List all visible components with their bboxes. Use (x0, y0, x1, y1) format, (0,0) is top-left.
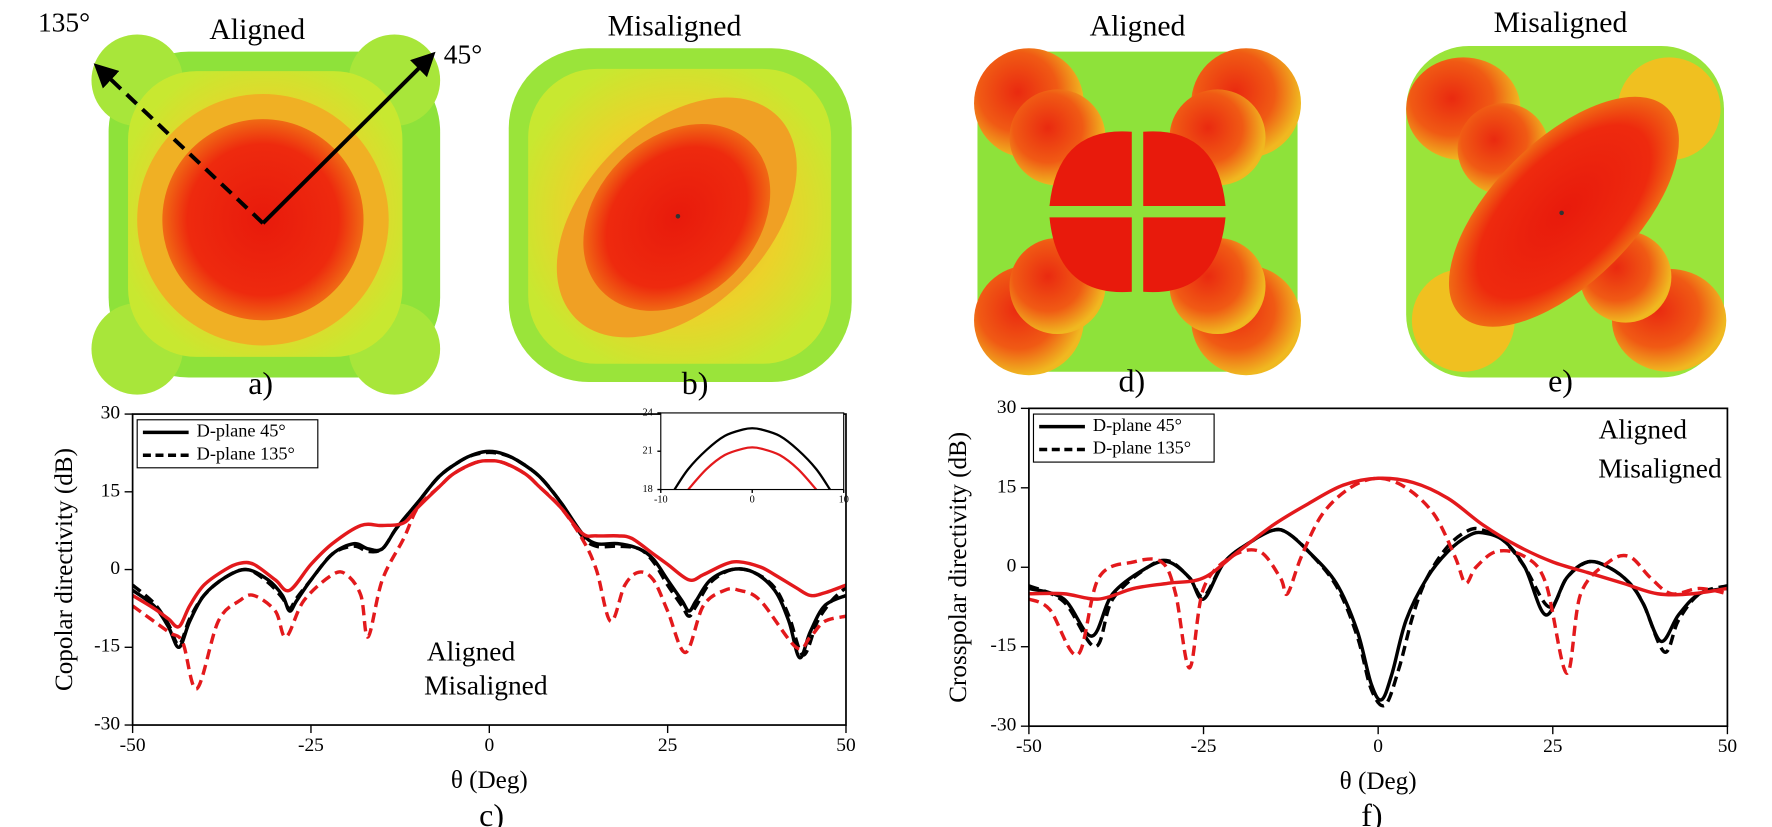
series-group (1028, 476, 1728, 708)
pattern-aligned-crosspolar (974, 48, 1301, 376)
series-line (1028, 476, 1728, 601)
x-tick-label: 0 (484, 735, 494, 756)
x-tick-label: 0 (1373, 736, 1383, 757)
x-tick-label: 50 (836, 735, 855, 756)
pattern-title: Aligned (1090, 11, 1186, 43)
annotation: Misaligned (1598, 454, 1722, 484)
annotation: Aligned (427, 636, 516, 666)
series-line (1028, 476, 1728, 675)
plot-area (660, 412, 844, 490)
x-tick-label: -50 (120, 735, 146, 756)
x-tick-label: 0 (750, 495, 755, 506)
panel-caption: e) (1548, 363, 1573, 399)
y-tick-label: 24 (643, 407, 653, 418)
legend-box (136, 419, 319, 469)
x-tick-label: -25 (298, 735, 324, 756)
y-tick-label: 15 (997, 476, 1016, 497)
y-tick-label: -15 (94, 636, 120, 657)
x-tick-label: -25 (1191, 736, 1217, 757)
pattern-title: Misaligned (1494, 7, 1628, 39)
legend-box (1032, 413, 1215, 463)
x-axis-label: θ (Deg) (1340, 768, 1417, 795)
y-axis-label: Copolar directivity (dB) (51, 448, 78, 691)
legend-label: D-plane 135° (1093, 438, 1191, 458)
annotation: Misaligned (424, 671, 548, 701)
y-tick-label: 0 (110, 558, 120, 579)
x-tick-label: -50 (1016, 736, 1042, 757)
x-axis-label: θ (Deg) (451, 767, 528, 794)
panel-caption: b) (682, 365, 709, 401)
x-tick-label: 10 (839, 495, 849, 506)
panel-caption: c) (479, 797, 504, 827)
panel-caption: a) (248, 365, 273, 401)
y-tick-label: -15 (990, 635, 1016, 656)
series-group (132, 449, 846, 691)
series-line (132, 459, 846, 691)
annotation: Aligned (1599, 415, 1688, 445)
y-tick-label: 30 (997, 397, 1016, 418)
pattern-misaligned-crosspolar (1406, 45, 1727, 378)
x-tick-label: -10 (654, 495, 668, 506)
y-tick-label: 0 (1007, 556, 1017, 577)
series-group (673, 427, 831, 490)
series-line (687, 446, 818, 490)
pattern-title: Misaligned (608, 11, 742, 43)
legend-label: D-plane 45° (197, 421, 286, 441)
pattern-title: Aligned (209, 14, 305, 46)
pattern-misaligned-copolar (508, 48, 852, 383)
y-axis-label: Crosspolar directivity (dB) (945, 432, 972, 703)
x-tick-label: 25 (1543, 736, 1562, 757)
y-tick-label: -30 (990, 715, 1016, 736)
legend-label: D-plane 135° (197, 443, 295, 463)
series-line (673, 427, 831, 490)
y-tick-label: 15 (101, 480, 120, 501)
y-tick-label: -30 (94, 713, 120, 734)
y-tick-label: 21 (643, 446, 653, 457)
angle-label: 135° (38, 8, 90, 38)
legend-label: D-plane 45° (1093, 415, 1182, 435)
x-tick-label: 25 (658, 735, 677, 756)
angle-label: 45° (444, 40, 482, 70)
panel-caption: f) (1361, 797, 1382, 827)
pattern-aligned-copolar (91, 34, 441, 395)
series-line (1028, 526, 1728, 708)
x-tick-label: 50 (1718, 736, 1737, 757)
panel-caption: d) (1118, 363, 1145, 399)
series-line (132, 450, 846, 657)
y-tick-label: 30 (101, 403, 120, 424)
y-tick-label: 18 (643, 484, 653, 495)
